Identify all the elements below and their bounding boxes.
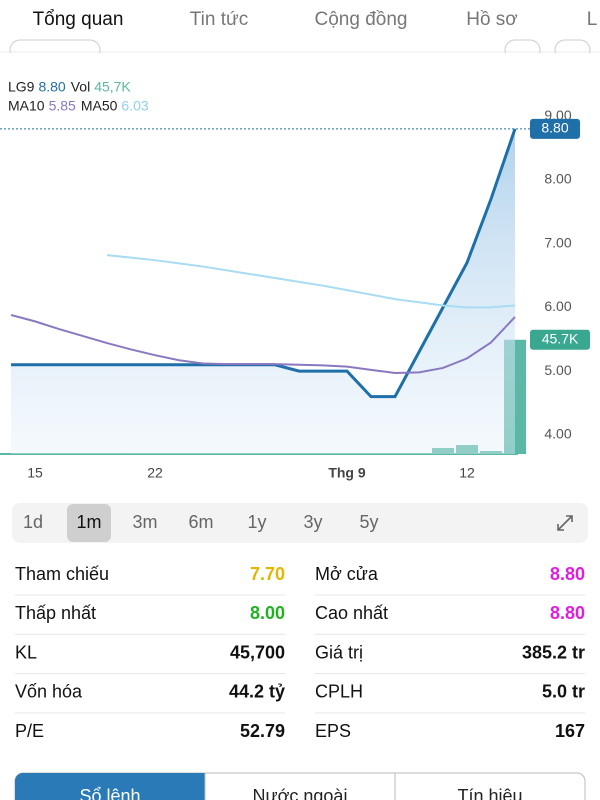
nav-tab[interactable]: Hồ sơ xyxy=(466,9,518,30)
bottom-tab[interactable]: Nước ngoài xyxy=(253,786,348,800)
x-tick-label: 12 xyxy=(459,465,475,481)
legend-name: Vol xyxy=(71,79,90,95)
price-area xyxy=(11,128,516,454)
range-button[interactable]: 3y xyxy=(303,512,322,532)
range-active xyxy=(67,504,111,542)
nav-tab[interactable]: Tin tức xyxy=(190,9,248,30)
legend-name: MA10 xyxy=(8,98,45,114)
bottom-tab-active xyxy=(15,773,205,800)
y-tick-label: 8.00 xyxy=(544,171,571,187)
volume-tag xyxy=(530,329,590,350)
stat-label: KL xyxy=(15,642,37,662)
legend-value: 45,7K xyxy=(94,79,131,95)
stat-value: 8.00 xyxy=(250,603,285,623)
stat-label: P/E xyxy=(15,721,44,741)
stat-value: 167 xyxy=(555,721,585,741)
price-tag xyxy=(530,118,580,139)
mask xyxy=(0,53,600,63)
nav-tab[interactable]: Cộng đồng xyxy=(315,9,408,30)
y-tick-label: 7.00 xyxy=(544,234,571,250)
y-tick-label: 6.00 xyxy=(544,298,571,314)
nav-tab[interactable]: Tổng quan xyxy=(33,9,124,30)
expand-icon[interactable] xyxy=(557,515,573,531)
x-tick-label: 22 xyxy=(147,465,163,481)
range-button[interactable]: 3m xyxy=(132,512,157,532)
stat-label: Vốn hóa xyxy=(15,682,83,702)
bottom-tab[interactable]: Tín hiệu xyxy=(457,786,522,800)
line-ma10 xyxy=(10,314,516,375)
range-button[interactable]: 1m xyxy=(76,512,101,532)
y-tick-label: 9.00 xyxy=(544,107,571,123)
stat-label: EPS xyxy=(315,721,351,741)
stat-value: 8.80 xyxy=(550,564,585,584)
range-button[interactable]: 1d xyxy=(23,512,43,532)
range-button[interactable]: 6m xyxy=(188,512,213,532)
stat-value: 8.80 xyxy=(550,603,585,623)
stat-value: 7.70 xyxy=(250,564,285,584)
stat-label: CPLH xyxy=(315,682,363,702)
legend-name: LG9 xyxy=(8,79,35,95)
bottom-tab[interactable]: Sổ lệnh xyxy=(79,786,140,800)
stat-label: Thấp nhất xyxy=(15,603,96,623)
nav-tab[interactable]: L xyxy=(587,9,598,30)
x-tick-label: Thg 9 xyxy=(328,465,366,481)
stat-label: Tham chiếu xyxy=(15,564,109,584)
volume-tag-label: 45.7K xyxy=(542,330,579,346)
x-tick-label: 15 xyxy=(27,465,43,481)
range-button[interactable]: 5y xyxy=(359,512,378,532)
legend-value: 6.03 xyxy=(121,98,148,114)
stat-label: Mở cửa xyxy=(315,564,379,584)
stat-label: Cao nhất xyxy=(315,603,388,623)
stat-value: 52.79 xyxy=(240,721,285,741)
legend-value: 5.85 xyxy=(49,98,76,114)
stat-value: 385.2 tr xyxy=(522,642,585,662)
line-ma50 xyxy=(106,254,516,309)
range-bar xyxy=(12,503,588,543)
legend-name: MA50 xyxy=(81,98,118,114)
y-tick-label: 5.00 xyxy=(544,362,571,378)
legend-value: 8.80 xyxy=(38,79,65,95)
y-tick-label: 4.00 xyxy=(544,426,571,442)
stat-value: 5.0 tr xyxy=(542,682,585,702)
stat-value: 44.2 tỷ xyxy=(229,682,285,702)
stat-label: Giá trị xyxy=(315,642,363,662)
range-button[interactable]: 1y xyxy=(247,512,266,532)
stat-value: 45,700 xyxy=(230,642,285,662)
price-tag-label: 8.80 xyxy=(541,120,568,136)
